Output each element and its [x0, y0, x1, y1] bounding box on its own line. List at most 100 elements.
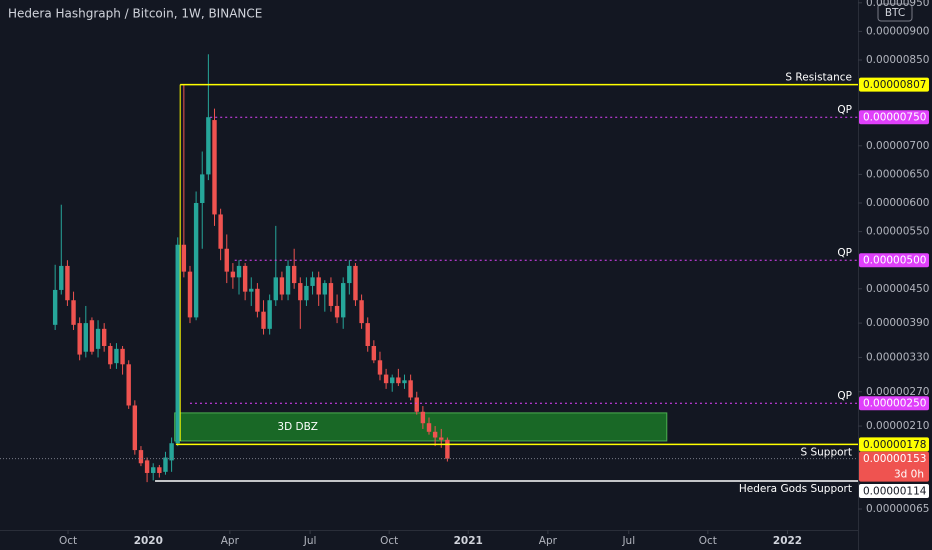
candle-body [291, 265, 297, 284]
price-box-label: 0.00000500 [863, 255, 926, 267]
candle-body [445, 439, 450, 459]
y-tick-label: 0.00000210 [866, 420, 929, 432]
price-box-label: 0.00000114 [863, 485, 927, 497]
candle-body [169, 443, 174, 461]
candle-body [298, 283, 303, 301]
candle-body [439, 437, 444, 440]
y-tick-label: 0.00000065 [866, 503, 929, 515]
y-tick-label: 0.00000270 [866, 386, 929, 398]
candle-body [224, 248, 229, 272]
x-tick-label: 2021 [454, 535, 483, 547]
candle-body [206, 117, 211, 175]
price-box-label: 0.00000178 [863, 439, 926, 451]
x-tick-label: Apr [539, 535, 558, 547]
candle-body [426, 423, 432, 432]
level-label: S Resistance [785, 72, 852, 84]
level-label: QP [837, 104, 852, 116]
y-tick-label: 0.00000390 [866, 317, 929, 329]
candle-body [218, 214, 223, 249]
candle-body [212, 120, 217, 215]
candle-body [101, 328, 107, 346]
candle-body [151, 467, 156, 473]
candle-body [144, 460, 150, 473]
candle-body [390, 377, 395, 384]
candle-body [359, 300, 364, 324]
candle-body [310, 277, 315, 286]
y-tick-label: 0.00000550 [866, 226, 929, 238]
candle-body [108, 345, 113, 365]
candle-body [322, 283, 328, 295]
candle-body [365, 323, 370, 346]
candle-body [65, 265, 70, 301]
y-tick-label: 0.00000700 [866, 140, 929, 152]
price-box [859, 396, 929, 411]
candle-body [304, 285, 309, 301]
price-box-label: 0.00000750 [863, 112, 926, 124]
candle-body [341, 283, 346, 318]
x-tick-label: Apr [221, 535, 240, 547]
price-box [859, 437, 929, 452]
candle-body [163, 457, 168, 472]
candle-body [432, 431, 438, 438]
candle-body [175, 244, 180, 444]
candle-body [328, 283, 334, 306]
candle-body [267, 300, 272, 329]
candle-body [273, 277, 278, 301]
candle-body [89, 320, 95, 352]
x-tick-label: 2020 [134, 535, 163, 547]
candle-body [402, 380, 407, 384]
price-box [859, 483, 929, 498]
currency-badge[interactable] [877, 3, 913, 22]
level-label: Hedera Gods Support [739, 483, 852, 495]
candle-body [120, 348, 125, 365]
candle-body [157, 467, 162, 473]
candle-body [316, 277, 321, 295]
y-tick-label: 0.00000850 [866, 54, 929, 66]
last-price-box [859, 451, 929, 482]
candle-body [383, 374, 389, 384]
candle-body [132, 405, 138, 451]
y-tick-label: 0.00000650 [866, 168, 929, 180]
y-tick-label: 0.00000330 [866, 351, 929, 363]
y-tick-label: 0.00000950 [866, 0, 929, 9]
candle-body [371, 345, 377, 361]
candle-body [71, 300, 76, 325]
candle-body [420, 411, 426, 424]
x-tick-label: Oct [380, 535, 398, 547]
candle-body [334, 305, 340, 318]
candle-body [242, 265, 248, 292]
candle-body [249, 288, 254, 292]
price-box [859, 253, 929, 268]
candle-body [230, 271, 236, 278]
candle-body [377, 360, 383, 375]
candle-body [414, 397, 419, 412]
currency-badge-text[interactable]: BTC [885, 7, 905, 19]
y-tick-label: 0.00000900 [866, 25, 929, 37]
countdown-label: 3d 0h [894, 469, 924, 481]
candle-body [95, 328, 101, 349]
price-box-label: 0.00000250 [863, 398, 926, 410]
last-price-label: 0.00000153 [863, 453, 926, 465]
level-label: QP [837, 247, 852, 259]
candle-body [138, 450, 144, 464]
x-tick-label: Oct [59, 535, 77, 547]
price-box [859, 110, 929, 125]
candle-body [83, 323, 88, 352]
candle-body [353, 265, 358, 301]
candle-body [261, 311, 266, 329]
candle-body [52, 289, 58, 325]
candle-body [255, 288, 260, 312]
candle-body [236, 265, 242, 278]
candle-body [408, 380, 413, 398]
candle-body [77, 323, 82, 355]
candle-body [200, 174, 205, 203]
candle-body [114, 348, 119, 364]
candle-body [59, 265, 64, 290]
chart-title: Hedera Hashgraph / Bitcoin, 1W, BINANCE [8, 7, 262, 21]
x-tick-label: 2022 [773, 535, 802, 547]
x-tick-label: Jul [303, 535, 317, 547]
y-tick-label: 0.00000600 [866, 197, 929, 209]
candle-body [347, 265, 352, 284]
candle-body [181, 244, 187, 272]
price-box [859, 77, 929, 92]
